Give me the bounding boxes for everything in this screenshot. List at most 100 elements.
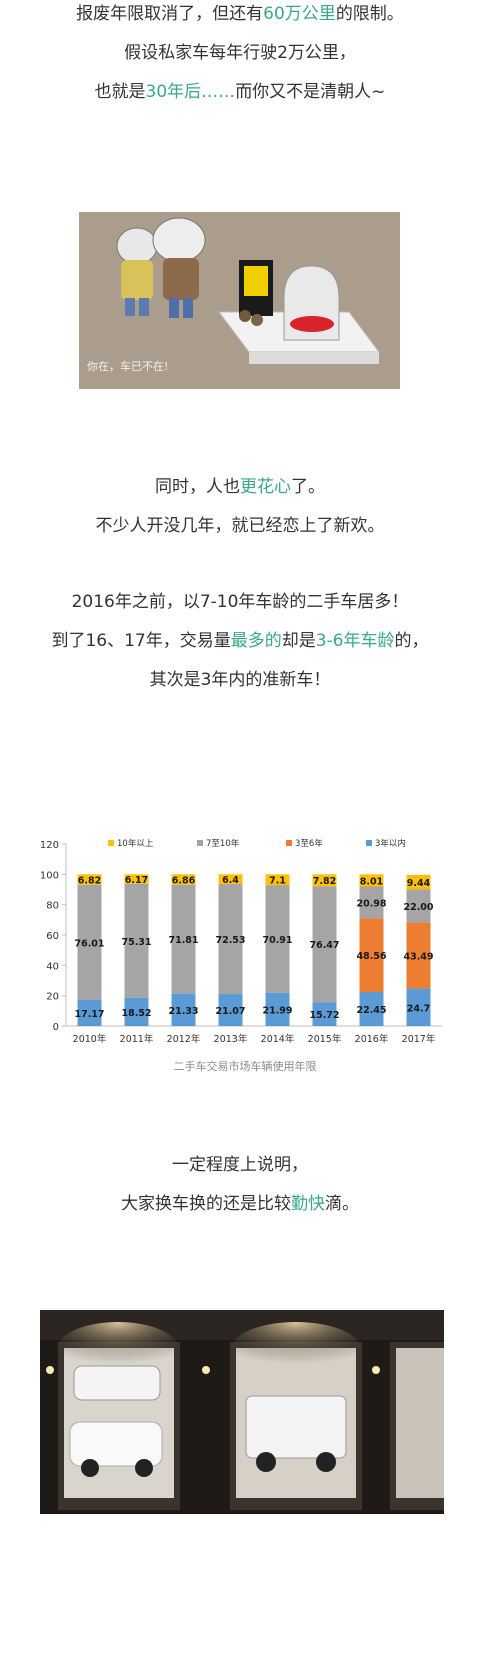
- data-label: 21.33: [168, 1006, 198, 1017]
- bar-segment: [359, 886, 384, 919]
- text-segment: 的，: [394, 631, 429, 651]
- cartoon-drawing: [79, 212, 400, 389]
- bar-segment: [171, 993, 196, 1026]
- text-segment: 的限制。: [335, 4, 404, 24]
- data-label: 17.17: [74, 1009, 104, 1020]
- legend-swatch: [366, 840, 372, 846]
- bar-segment: [218, 884, 243, 995]
- bar-segment: [359, 918, 384, 992]
- text-segment: 了。: [291, 477, 325, 497]
- data-label: 24.7: [407, 1003, 430, 1014]
- x-tick-label: 2015年: [308, 1033, 342, 1045]
- text-line: 报废年限取消了，但还有60万公里的限制。: [0, 2, 480, 26]
- legend-swatch: [197, 840, 203, 846]
- y-tick-label: 120: [40, 840, 59, 851]
- text-line: 同时，人也更花心了。: [0, 475, 480, 499]
- bar-segment: [406, 922, 431, 989]
- data-label: 9.44: [407, 878, 431, 889]
- bar-segment: [77, 874, 102, 885]
- legend-label: 3至6年: [295, 838, 323, 849]
- text-line: 其次是3年内的准新车！: [149, 670, 331, 690]
- text-segment: 到了16、17年，交易量: [51, 631, 231, 651]
- data-label: 6.82: [78, 876, 101, 887]
- data-label: 48.56: [356, 951, 386, 962]
- y-tick-label: 80: [46, 901, 59, 912]
- text-segment: 而你又不是清朝人~: [235, 82, 386, 102]
- data-label: 6.86: [172, 876, 196, 887]
- bar-segment: [312, 1002, 337, 1026]
- x-tick-label: 2017年: [402, 1033, 436, 1045]
- y-tick-label: 100: [40, 870, 59, 881]
- x-tick-label: 2013年: [214, 1033, 248, 1045]
- bar-segment: [406, 889, 431, 923]
- text-segment: 也就是: [94, 82, 146, 102]
- text-line: 假设私家车每年行驶2万公里，: [124, 43, 356, 63]
- bar-segment: [124, 874, 149, 884]
- data-label: 70.91: [262, 935, 292, 946]
- highlight-text: 60万公里: [263, 4, 336, 24]
- highlight-text: 更花心: [240, 477, 291, 497]
- data-label: 7.82: [313, 876, 336, 887]
- data-label: 18.52: [121, 1008, 151, 1019]
- bar-segment: [265, 992, 290, 1026]
- text-line: 大家换车换的还是比较勤快滴。: [0, 1192, 480, 1216]
- text-line: 不少人开没几年，就已经恋上了新欢。: [95, 516, 385, 536]
- x-tick-label: 2010年: [73, 1033, 107, 1045]
- bar-segment: [124, 883, 149, 998]
- bar-segment: [77, 999, 102, 1026]
- cartoon-illustration: 你在，车已不在!: [79, 212, 400, 389]
- bar-segment: [218, 874, 243, 885]
- data-label: 8.01: [360, 876, 383, 887]
- bar-segment: [406, 874, 431, 890]
- garage-photo: [40, 1310, 444, 1514]
- bar-segment: [312, 874, 337, 887]
- bar-segment: [218, 994, 243, 1026]
- text-segment: 同时，人也: [155, 477, 240, 497]
- bar-segment: [359, 874, 384, 887]
- highlight-text: 勤快: [291, 1194, 325, 1214]
- bar-segment: [171, 874, 196, 885]
- x-tick-label: 2012年: [167, 1033, 201, 1045]
- highlight-text: 30年后……: [145, 82, 236, 102]
- bar-segment: [406, 988, 431, 1026]
- data-label: 6.17: [125, 875, 148, 886]
- legend-swatch: [286, 840, 292, 846]
- highlight-text: 3-6年车龄: [315, 631, 395, 651]
- text-segment: 滴。: [325, 1194, 359, 1214]
- legend-swatch: [108, 840, 114, 846]
- y-tick-label: 20: [46, 992, 59, 1003]
- data-label: 21.99: [262, 1005, 292, 1016]
- text-line: 一定程度上说明，: [172, 1155, 308, 1175]
- legend-label: 7至10年: [206, 838, 240, 849]
- y-tick-label: 40: [46, 961, 59, 972]
- x-tick-label: 2016年: [355, 1033, 389, 1045]
- data-label: 43.49: [403, 952, 433, 963]
- bar-segment: [77, 884, 102, 1000]
- garage-drawing: [40, 1310, 444, 1514]
- x-tick-label: 2011年: [120, 1033, 154, 1045]
- x-tick-label: 2014年: [261, 1033, 295, 1045]
- data-label: 7.1: [269, 876, 286, 887]
- bar-segment: [124, 997, 149, 1026]
- data-label: 75.31: [121, 937, 151, 948]
- bar-segment: [265, 874, 290, 886]
- text-line: 也就是30年后……而你又不是清朝人~: [0, 80, 480, 104]
- text-segment: 大家换车换的还是比较: [121, 1194, 291, 1214]
- bar-segment: [265, 885, 290, 993]
- bar-segment: [171, 884, 196, 994]
- data-label: 72.53: [215, 935, 245, 946]
- chart-caption: 二手车交易市场车辆使用年限: [174, 1059, 317, 1073]
- text-line: 2016年之前，以7-10年车龄的二手车居多！: [71, 592, 409, 612]
- data-label: 20.98: [356, 898, 386, 909]
- highlight-text: 最多的: [230, 631, 282, 651]
- text-segment: 却是: [281, 631, 316, 651]
- data-label: 22.00: [403, 902, 433, 913]
- data-label: 6.4: [222, 875, 239, 886]
- data-label: 71.81: [168, 935, 198, 946]
- age-stacked-bar-chart: 0 20 40 60 80 100 120 10年以上 7至10年 3至6年 3年以内 17.17 76…: [40, 838, 442, 1073]
- data-label: 76.47: [309, 940, 339, 951]
- data-label: 22.45: [356, 1005, 386, 1016]
- data-label: 76.01: [74, 938, 104, 949]
- legend-label: 10年以上: [117, 838, 154, 849]
- cartoon-caption: 你在，车已不在!: [87, 360, 169, 373]
